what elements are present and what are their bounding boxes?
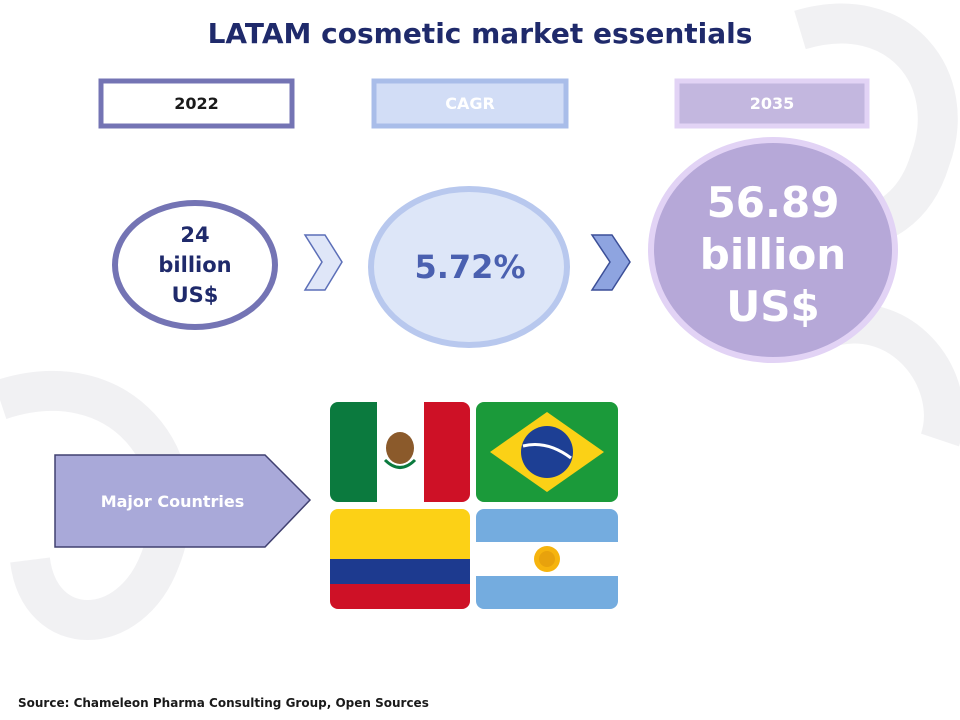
header-label: CAGR xyxy=(445,94,495,113)
value-ellipse xyxy=(112,200,278,330)
header-box xyxy=(98,78,295,129)
chevron xyxy=(590,234,631,291)
pentagon-arrow xyxy=(54,454,312,548)
header-label: 2022 xyxy=(174,94,219,113)
countries-label: Major Countries xyxy=(100,491,245,511)
source: Source: Chameleon Pharma Consulting Grou… xyxy=(18,696,429,710)
value-ellipse xyxy=(648,137,898,363)
header-label: 2035 xyxy=(749,94,795,113)
flag-brazil xyxy=(476,402,618,502)
header-box xyxy=(674,78,870,129)
value-text: 24 billion US$ xyxy=(158,223,232,307)
value-text: 56.89 billion US$ xyxy=(699,178,847,331)
value-ellipse xyxy=(368,186,570,348)
value-text: 5.72% xyxy=(414,248,526,286)
flag-mexico xyxy=(330,402,470,502)
flag-colombia xyxy=(330,509,470,609)
title: LATAM cosmetic market essentials xyxy=(207,16,753,50)
chevron xyxy=(303,234,343,291)
header-box xyxy=(371,78,569,129)
flag-argentina xyxy=(476,509,618,609)
